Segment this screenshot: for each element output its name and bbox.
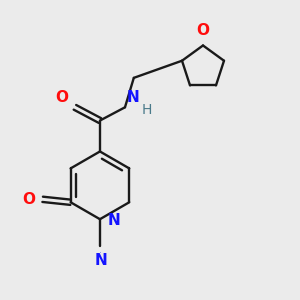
- Text: O: O: [56, 90, 68, 105]
- Text: N: N: [99, 252, 101, 253]
- Text: H: H: [141, 103, 152, 117]
- Text: N: N: [107, 213, 120, 228]
- Text: O: O: [196, 23, 209, 38]
- Text: N: N: [95, 253, 108, 268]
- Text: N: N: [126, 90, 139, 105]
- Text: O: O: [22, 192, 35, 207]
